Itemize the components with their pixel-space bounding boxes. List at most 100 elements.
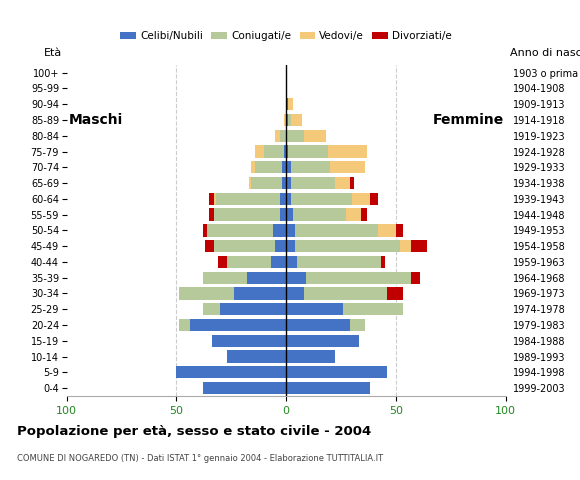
Bar <box>287 288 304 300</box>
Bar <box>287 208 361 221</box>
Bar <box>205 240 287 252</box>
Bar <box>271 256 287 268</box>
Bar <box>203 303 287 315</box>
Bar <box>287 161 365 173</box>
Text: Popolazione per età, sesso e stato civile - 2004: Popolazione per età, sesso e stato civil… <box>17 425 372 438</box>
Bar <box>287 114 302 126</box>
Bar <box>216 192 287 205</box>
Bar <box>179 319 287 331</box>
Bar <box>287 145 328 158</box>
Bar <box>287 366 387 379</box>
Bar <box>287 350 335 363</box>
Bar <box>287 130 304 142</box>
Bar <box>212 335 287 347</box>
Bar <box>284 114 287 126</box>
Bar <box>284 145 287 158</box>
Bar <box>287 208 368 221</box>
Bar <box>287 161 330 173</box>
Bar <box>287 288 387 300</box>
Bar <box>249 177 287 189</box>
Bar <box>287 145 368 158</box>
Bar <box>287 177 350 189</box>
Bar <box>251 161 287 173</box>
Bar <box>251 177 287 189</box>
Bar <box>287 224 403 237</box>
Bar <box>287 240 295 252</box>
Bar <box>287 303 403 315</box>
Bar <box>218 256 287 268</box>
Bar <box>203 303 287 315</box>
Bar <box>287 114 288 126</box>
Bar <box>280 130 287 142</box>
Bar <box>287 145 368 158</box>
Bar <box>287 98 293 110</box>
Bar <box>287 366 387 379</box>
Bar <box>287 319 365 331</box>
Bar <box>287 319 365 331</box>
Bar <box>287 114 302 126</box>
Bar <box>179 288 287 300</box>
Bar <box>287 256 385 268</box>
Bar <box>203 272 287 284</box>
Bar <box>212 335 287 347</box>
Bar <box>209 208 287 221</box>
Bar <box>227 350 287 363</box>
Text: COMUNE DI NOGAREDO (TN) - Dati ISTAT 1° gennaio 2004 - Elaborazione TUTTITALIA.I: COMUNE DI NOGAREDO (TN) - Dati ISTAT 1° … <box>17 454 383 463</box>
Bar <box>176 366 287 379</box>
Bar <box>251 161 287 173</box>
Bar <box>287 145 288 158</box>
Bar <box>287 114 291 126</box>
Bar <box>282 161 287 173</box>
Bar <box>287 272 411 284</box>
Bar <box>287 382 369 394</box>
Bar <box>287 98 293 110</box>
Bar <box>287 192 291 205</box>
Bar <box>287 177 354 189</box>
Bar <box>227 350 287 363</box>
Bar <box>287 177 335 189</box>
Bar <box>287 98 288 110</box>
Bar <box>287 272 306 284</box>
Bar <box>287 192 352 205</box>
Bar <box>203 272 287 284</box>
Legend: Celibi/Nubili, Coniugati/e, Vedovi/e, Divorziati/e: Celibi/Nubili, Coniugati/e, Vedovi/e, Di… <box>117 27 456 45</box>
Bar <box>287 366 387 379</box>
Bar <box>287 177 291 189</box>
Bar <box>287 335 358 347</box>
Bar <box>287 350 335 363</box>
Bar <box>287 382 369 394</box>
Bar <box>287 303 403 315</box>
Bar <box>234 288 287 300</box>
Bar <box>176 366 287 379</box>
Bar <box>227 256 287 268</box>
Bar <box>287 288 387 300</box>
Bar <box>287 256 297 268</box>
Bar <box>227 350 287 363</box>
Bar <box>287 130 326 142</box>
Bar <box>287 256 380 268</box>
Bar <box>276 130 287 142</box>
Bar <box>280 192 287 205</box>
Bar <box>287 130 326 142</box>
Bar <box>190 319 287 331</box>
Bar <box>176 366 287 379</box>
Bar <box>287 224 378 237</box>
Bar <box>287 382 369 394</box>
Bar <box>256 145 287 158</box>
Bar <box>203 382 287 394</box>
Bar <box>287 240 411 252</box>
Bar <box>179 288 287 300</box>
Bar <box>276 130 287 142</box>
Bar <box>287 303 343 315</box>
Bar <box>287 224 295 237</box>
Bar <box>214 192 287 205</box>
Bar <box>287 288 403 300</box>
Bar <box>214 208 287 221</box>
Bar <box>256 145 287 158</box>
Bar <box>203 382 287 394</box>
Bar <box>287 382 369 394</box>
Bar <box>284 114 287 126</box>
Bar <box>282 177 287 189</box>
Bar <box>203 272 287 284</box>
Bar <box>212 335 287 347</box>
